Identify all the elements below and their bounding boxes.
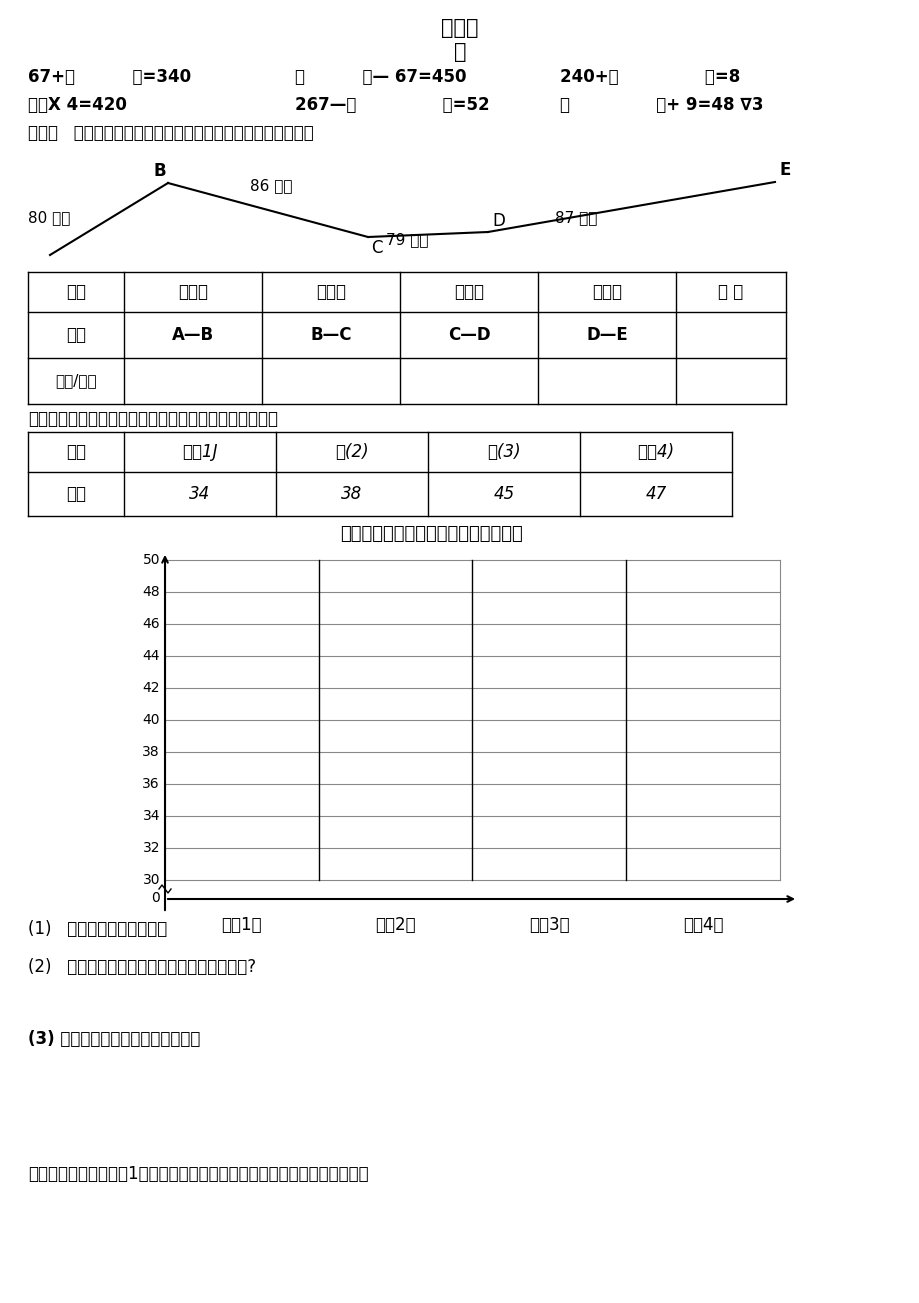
Text: 第一天: 第一天: [177, 283, 208, 301]
Text: D: D: [492, 212, 505, 231]
Text: (3) 请你也提一个数学问题并解答。: (3) 请你也提一个数学问题并解答。: [28, 1029, 200, 1048]
Text: 新集家: 新集家: [441, 18, 478, 38]
Text: 40: 40: [142, 713, 160, 727]
Text: 46: 46: [142, 618, 160, 631]
Text: B: B: [153, 162, 166, 180]
Text: E: E: [779, 162, 790, 179]
Text: 0: 0: [151, 891, 160, 906]
Text: 第四天: 第四天: [591, 283, 621, 301]
Text: 38: 38: [142, 745, 160, 760]
Text: （               ）+ 9=48 ∇3: （ ）+ 9=48 ∇3: [560, 96, 763, 113]
Text: （          ）— 67=450: （ ）— 67=450: [295, 68, 466, 86]
Text: 三（1J: 三（1J: [182, 443, 218, 461]
Text: 三（4）: 三（4）: [682, 916, 722, 934]
Text: 第二天: 第二天: [315, 283, 346, 301]
Text: 45: 45: [493, 485, 514, 503]
Text: 34: 34: [142, 809, 160, 823]
Text: 三（1）: 三（1）: [221, 916, 262, 934]
Text: 路线: 路线: [66, 326, 85, 344]
Text: 三（3）: 三（3）: [528, 916, 569, 934]
Text: 42: 42: [142, 681, 160, 694]
Text: 平 均: 平 均: [718, 283, 743, 301]
Text: （五）下面有一张三（1）班环保小分队收集废旧电池数量统计图，请回答：: （五）下面有一张三（1）班环保小分队收集废旧电池数量统计图，请回答：: [28, 1165, 369, 1183]
Text: A—B: A—B: [172, 326, 214, 344]
Text: 三年级同学在一个周末上网人数统计图: 三年级同学在一个周末上网人数统计图: [340, 525, 522, 543]
Text: 时间: 时间: [66, 283, 85, 301]
Text: 第三天: 第三天: [453, 283, 483, 301]
Text: C—D: C—D: [448, 326, 490, 344]
Text: 67+（          ）=340: 67+（ ）=340: [28, 68, 191, 86]
Text: 50: 50: [142, 552, 160, 567]
Text: 80 千米: 80 千米: [28, 210, 70, 225]
Text: 79 千米: 79 千米: [386, 232, 428, 248]
Text: 267—（               ）=52: 267—（ ）=52: [295, 96, 489, 113]
Text: 三(3): 三(3): [487, 443, 520, 461]
Text: 32: 32: [142, 840, 160, 855]
Text: B—C: B—C: [310, 326, 351, 344]
Text: 38: 38: [341, 485, 362, 503]
Text: 86 千米: 86 千米: [250, 179, 292, 193]
Text: D—E: D—E: [585, 326, 627, 344]
Text: 30: 30: [142, 873, 160, 887]
Text: 班级: 班级: [66, 443, 85, 461]
Text: 三(2): 三(2): [335, 443, 369, 461]
Text: （）X 4=420: （）X 4=420: [28, 96, 127, 113]
Text: 三（2）: 三（2）: [375, 916, 415, 934]
Text: 48: 48: [142, 585, 160, 599]
Text: 路程/千米: 路程/千米: [55, 374, 96, 388]
Text: 三（4): 三（4): [637, 443, 674, 461]
Text: 36: 36: [142, 777, 160, 791]
Text: (2)   这个周末平均每个班级上网的人数是多少?: (2) 这个周末平均每个班级上网的人数是多少?: [28, 958, 255, 976]
Text: （三）   李叔叔骑自行车去旅行，下面是他前四天的行走路线。: （三） 李叔叔骑自行车去旅行，下面是他前四天的行走路线。: [28, 124, 313, 142]
Text: 44: 44: [142, 649, 160, 663]
Text: 教: 教: [453, 42, 466, 63]
Text: 34: 34: [189, 485, 210, 503]
Text: C: C: [370, 238, 382, 257]
Text: 47: 47: [644, 485, 666, 503]
Text: 87 千米: 87 千米: [554, 210, 596, 225]
Text: 240+（               ）=8: 240+（ ）=8: [560, 68, 740, 86]
Text: (1)   涂一涂，完成统计图。: (1) 涂一涂，完成统计图。: [28, 920, 167, 938]
Text: （四）下面是三年级同学在一个周末上网的人数统计表。: （四）下面是三年级同学在一个周末上网的人数统计表。: [28, 410, 278, 427]
Text: 人数: 人数: [66, 485, 85, 503]
